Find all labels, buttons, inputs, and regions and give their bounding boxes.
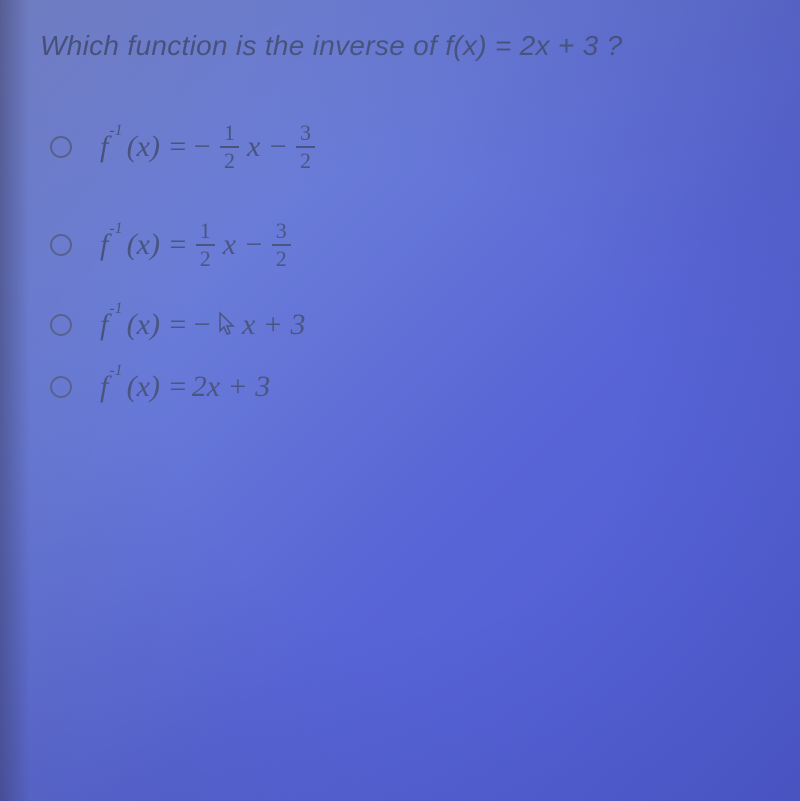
question-prefix: Which function is the inverse of [40, 30, 445, 61]
option-c[interactable]: f -1 (x) = − x + 3 [50, 308, 760, 342]
radio-c[interactable] [50, 314, 72, 336]
question-suffix: ? [607, 30, 623, 61]
radio-d[interactable] [50, 376, 72, 398]
cursor-icon [218, 313, 236, 337]
option-d[interactable]: f -1 (x) = 2x + 3 [50, 370, 760, 404]
radio-a[interactable] [50, 136, 72, 158]
radio-b[interactable] [50, 234, 72, 256]
options-group: f -1 (x) = − 1 2 x − 3 2 f -1 (x) = [50, 112, 760, 404]
question-text: Which function is the inverse of f(x) = … [40, 30, 760, 62]
option-c-expression: f -1 (x) = − x + 3 [100, 308, 306, 342]
option-a[interactable]: f -1 (x) = − 1 2 x − 3 2 [50, 112, 760, 182]
option-b[interactable]: f -1 (x) = 1 2 x − 3 2 [50, 210, 760, 280]
question-function: f(x) = 2x + 3 [445, 30, 606, 61]
option-b-expression: f -1 (x) = 1 2 x − 3 2 [100, 220, 295, 270]
option-a-expression: f -1 (x) = − 1 2 x − 3 2 [100, 122, 319, 172]
option-d-expression: f -1 (x) = 2x + 3 [100, 370, 270, 404]
